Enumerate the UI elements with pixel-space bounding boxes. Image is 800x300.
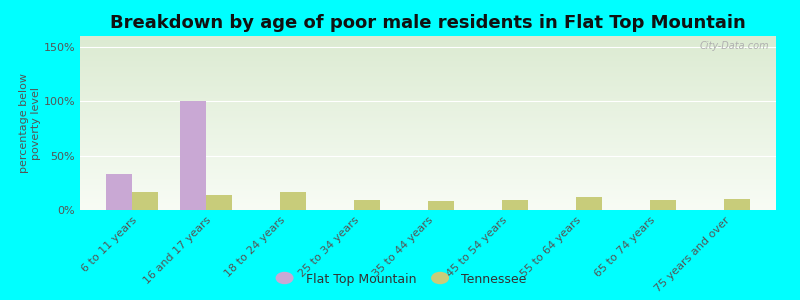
Bar	[206, 195, 232, 210]
Bar	[132, 191, 158, 210]
Bar	[576, 197, 602, 210]
Bar	[354, 200, 380, 210]
Y-axis label: percentage below
poverty level: percentage below poverty level	[19, 73, 41, 173]
Title: Breakdown by age of poor male residents in Flat Top Mountain: Breakdown by age of poor male residents …	[110, 14, 746, 32]
Bar	[280, 191, 306, 210]
Bar	[106, 174, 132, 210]
Bar	[502, 200, 528, 210]
Legend: Flat Top Mountain, Tennessee: Flat Top Mountain, Tennessee	[268, 268, 532, 291]
Bar	[724, 199, 750, 210]
Bar	[180, 101, 206, 210]
Text: City-Data.com: City-Data.com	[699, 41, 769, 51]
Bar	[650, 200, 676, 210]
Bar	[428, 201, 454, 210]
